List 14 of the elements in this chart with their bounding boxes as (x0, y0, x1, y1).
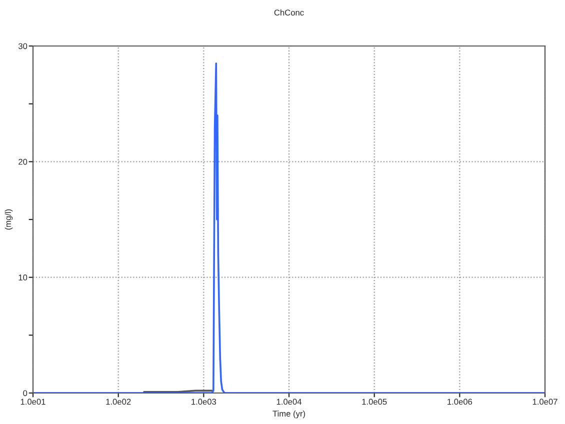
x-tick-label: 1.0e07 (532, 398, 558, 405)
x-tick-label: 1.0e04 (276, 398, 302, 405)
x-tick-label: 1.0e01 (20, 398, 46, 405)
y-tick-label: 20 (18, 158, 28, 165)
x-axis-title: Time (yr) (272, 410, 305, 418)
x-tick-label: 1.0e06 (448, 398, 472, 405)
y-tick-label: 0 (23, 390, 28, 396)
x-tick-label: 1.0e02 (106, 398, 131, 405)
y-tick-label: 30 (18, 43, 28, 50)
y-tick-label: 10 (18, 274, 28, 280)
chart-title: ChConc (274, 9, 304, 16)
x-tick-label: 1.0e03 (192, 398, 216, 405)
y-axis-title: (mg/l) (4, 209, 13, 230)
x-tick-label: 1.0e05 (362, 398, 387, 405)
